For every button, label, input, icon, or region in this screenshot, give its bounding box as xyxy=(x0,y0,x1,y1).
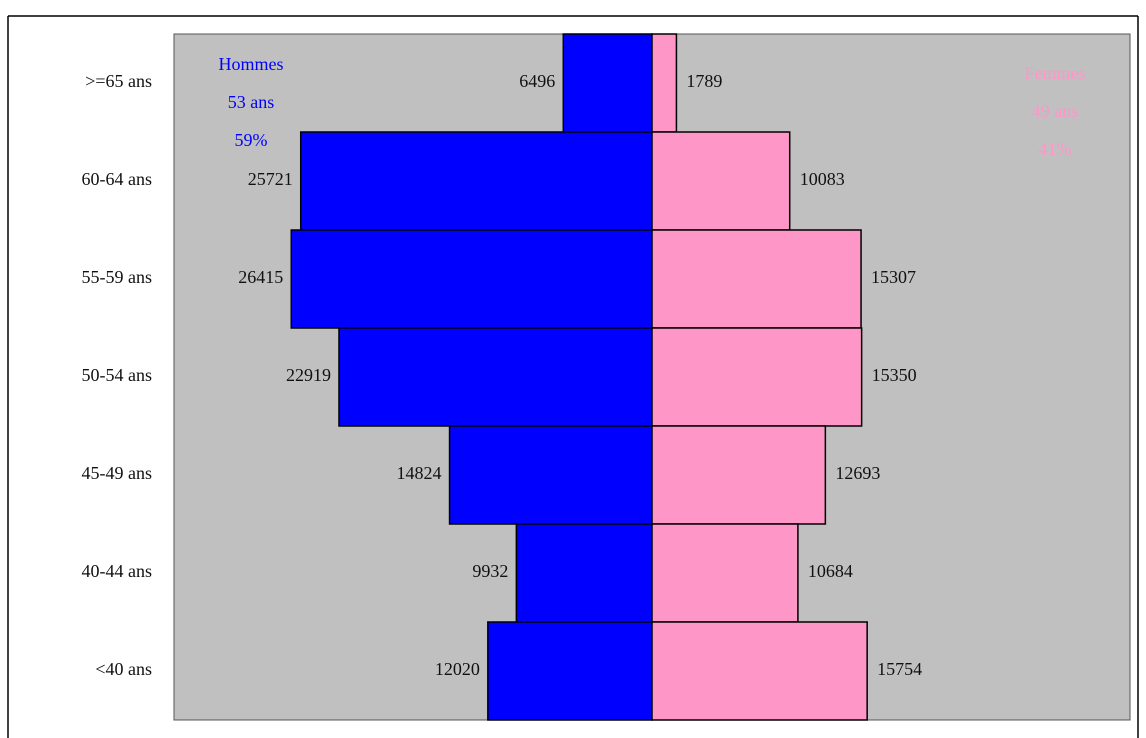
bar xyxy=(562,33,653,133)
value-label: 10684 xyxy=(808,561,853,581)
value-label: 25721 xyxy=(248,169,293,189)
bar xyxy=(515,523,653,623)
category-label: 40-44 ans xyxy=(82,561,153,581)
bar xyxy=(651,425,827,525)
bar xyxy=(290,229,653,329)
legend-name: Hommes xyxy=(219,54,284,74)
annotation: 49 ans xyxy=(1032,101,1079,121)
value-label: 15307 xyxy=(871,267,916,287)
value-label: 14824 xyxy=(397,463,442,483)
category-label: 45-49 ans xyxy=(82,463,153,483)
value-label: 9932 xyxy=(472,561,508,581)
value-label: 26415 xyxy=(238,267,283,287)
value-label: 10083 xyxy=(800,169,845,189)
value-label: 12693 xyxy=(835,463,880,483)
bar xyxy=(651,229,862,329)
bar xyxy=(487,621,653,721)
category-label: 50-54 ans xyxy=(82,365,153,385)
value-label: 12020 xyxy=(435,659,480,679)
value-label: 6496 xyxy=(519,71,555,91)
category-label: <40 ans xyxy=(95,659,152,679)
category-label: 60-64 ans xyxy=(82,169,153,189)
bar xyxy=(651,131,791,231)
bar xyxy=(651,621,868,721)
value-label: 22919 xyxy=(286,365,331,385)
legend-name: Femmes xyxy=(1025,63,1086,83)
value-label: 15754 xyxy=(877,659,922,679)
bar xyxy=(299,131,653,231)
bar xyxy=(651,523,799,623)
bar xyxy=(448,425,653,525)
annotation: 53 ans xyxy=(228,92,275,112)
bar xyxy=(651,327,863,427)
annotation: 41% xyxy=(1039,139,1072,159)
value-label: 15350 xyxy=(872,365,917,385)
bar xyxy=(651,33,678,133)
category-label: 55-59 ans xyxy=(82,267,153,287)
annotation: 59% xyxy=(235,130,268,150)
value-label: 1789 xyxy=(686,71,722,91)
bar xyxy=(338,327,653,427)
category-label: >=65 ans xyxy=(85,71,152,91)
